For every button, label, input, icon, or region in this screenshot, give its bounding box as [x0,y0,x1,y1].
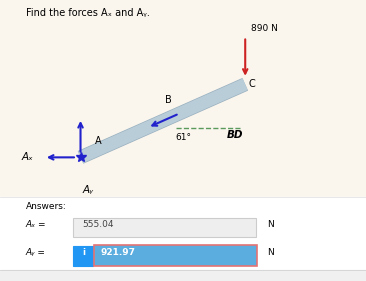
Text: A: A [95,136,102,146]
Bar [0,0,366,197]
Text: Find the forces Aₓ and Aᵧ.: Find the forces Aₓ and Aᵧ. [26,8,149,19]
Text: 921.97: 921.97 [101,248,136,257]
Text: 555.04: 555.04 [82,220,114,229]
Text: Aₓ: Aₓ [21,152,33,162]
Text: BD: BD [227,130,243,140]
Text: i: i [82,248,85,257]
FancyBboxPatch shape [73,218,256,237]
Text: B: B [165,95,172,105]
Text: Aᵧ =: Aᵧ = [26,248,45,257]
Text: N: N [267,248,274,257]
Text: 61°: 61° [176,133,192,142]
Text: C: C [249,79,255,89]
Text: Aₓ =: Aₓ = [26,220,46,229]
Text: 890 N: 890 N [251,24,277,33]
Text: Answers:: Answers: [26,202,66,211]
FancyBboxPatch shape [73,246,93,266]
Text: Aᵧ: Aᵧ [82,185,93,196]
FancyBboxPatch shape [94,245,257,266]
Bar [0,270,366,281]
Text: N: N [267,220,274,229]
Bar [0,197,366,281]
